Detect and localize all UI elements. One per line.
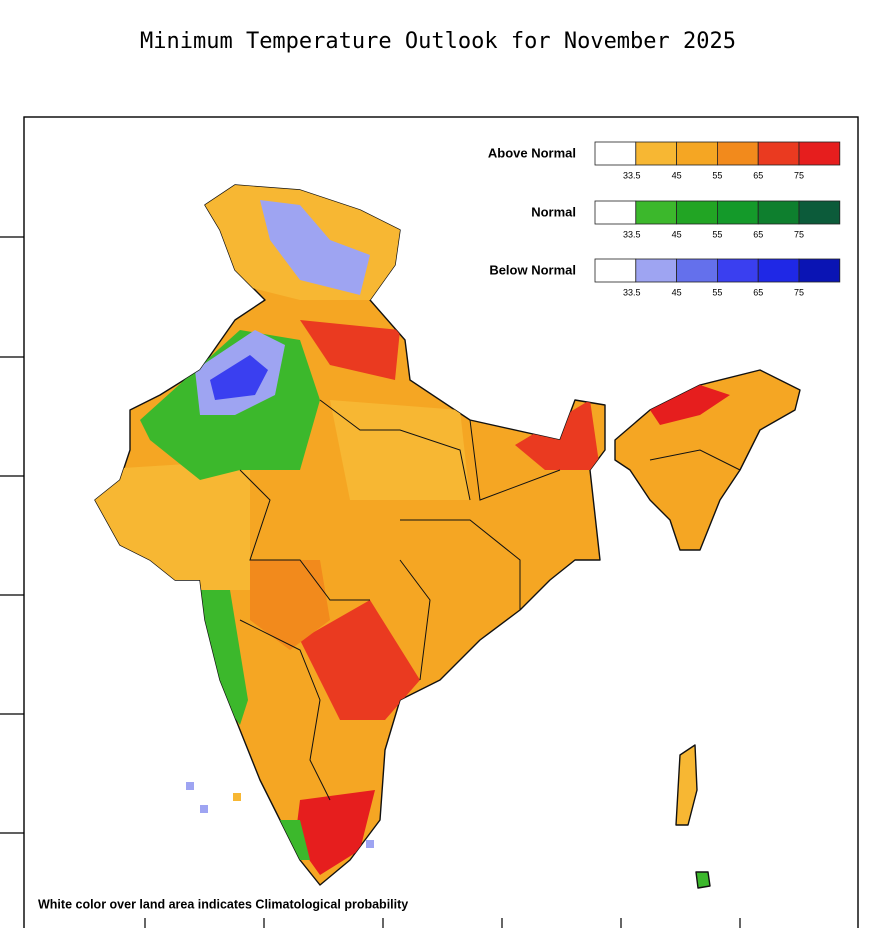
legend-swatch: [798, 200, 841, 225]
india-land: [94, 184, 801, 889]
legend-tick: 75: [794, 170, 804, 180]
frame-ticks: [0, 236, 741, 928]
legend-tick: 45: [672, 287, 682, 297]
legend-tick: 65: [753, 170, 763, 180]
legend-tick: 75: [794, 229, 804, 239]
legend-swatch: [757, 141, 800, 166]
legend-swatch: [676, 258, 718, 283]
legend-swatch: [757, 258, 800, 283]
legend-swatch: [798, 141, 841, 166]
map-title: Minimum Temperature Outlook for November…: [140, 29, 736, 54]
legend-swatch: [717, 200, 759, 225]
legend-tick: 55: [712, 170, 722, 180]
legend-label: Normal: [531, 204, 576, 219]
legend-swatch: [594, 141, 637, 166]
legend-label: Above Normal: [488, 145, 576, 160]
legend-swatch: [676, 141, 718, 166]
footnote: White color over land area indicates Cli…: [38, 897, 408, 911]
legend-swatch: [676, 200, 718, 225]
legend-swatch: [594, 200, 637, 225]
legend-tick: 55: [712, 229, 722, 239]
legend-swatch: [717, 141, 759, 166]
legend-swatch: [798, 258, 841, 283]
legend-tick: 45: [672, 170, 682, 180]
legend-swatch: [635, 141, 677, 166]
legend-tick: 65: [753, 229, 763, 239]
legend-swatch: [635, 200, 677, 225]
legend-swatch: [757, 200, 800, 225]
legend-swatch: [635, 258, 677, 283]
legend-tick: 65: [753, 287, 763, 297]
legend-label: Below Normal: [489, 262, 576, 277]
legend-swatch: [717, 258, 759, 283]
map-frame: [23, 116, 859, 928]
legend-swatch: [594, 258, 637, 283]
legend-tick: 75: [794, 287, 804, 297]
legend-tick: 33.5: [623, 287, 641, 297]
legend-tick: 45: [672, 229, 682, 239]
legend-tick: 55: [712, 287, 722, 297]
legend-tick: 33.5: [623, 229, 641, 239]
legend-tick: 33.5: [623, 170, 641, 180]
legend: Above Normal 33.5 45 55 65 75 Normal 33.5 45 55 65…: [488, 141, 841, 297]
